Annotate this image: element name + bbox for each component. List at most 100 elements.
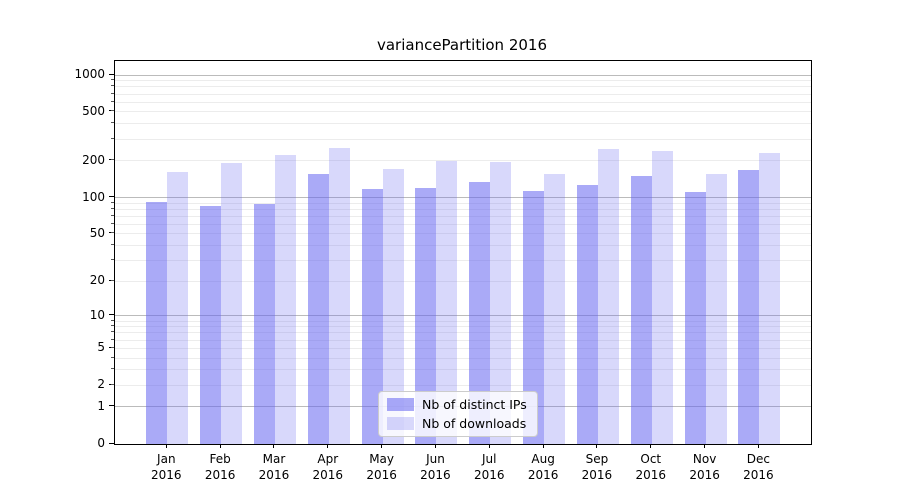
y-tick-label: 500: [82, 103, 105, 118]
y-minor-tick-mark: [111, 319, 114, 321]
x-tick-label: Aug 2016: [527, 452, 559, 482]
legend: Nb of distinct IPs Nb of downloads: [378, 391, 538, 437]
y-tick-label: 2: [97, 377, 105, 392]
gridline-major: [115, 74, 811, 76]
gridline-minor: [115, 123, 811, 125]
gridline-minor: [115, 320, 811, 322]
gridline-minor: [115, 332, 811, 334]
gridline-major: [115, 197, 811, 198]
y-tick-label: 5: [97, 340, 105, 355]
x-tick-label: Jan 2016: [151, 452, 182, 482]
x-tick-mark: [488, 444, 490, 448]
x-tick-mark: [542, 444, 544, 448]
y-minor-tick-mark: [111, 207, 114, 209]
gridline-minor: [115, 101, 811, 103]
gridline-minor: [115, 93, 811, 95]
y-minor-tick-mark: [111, 100, 114, 102]
x-tick-label: Oct 2016: [635, 452, 667, 482]
y-minor-tick-mark: [111, 110, 114, 112]
x-tick-label: Jul 2016: [473, 452, 505, 482]
bar-downloads-dec: [759, 153, 781, 444]
y-tick-mark: [109, 405, 114, 407]
gridline-minor: [115, 138, 811, 140]
y-tick-mark: [109, 314, 114, 316]
y-minor-tick-mark: [111, 79, 114, 81]
y-tick-label: 1: [97, 398, 105, 413]
legend-label-downloads: Nb of downloads: [422, 416, 527, 431]
x-tick-mark: [327, 444, 329, 448]
x-tick-mark: [596, 444, 598, 448]
y-minor-tick-mark: [111, 92, 114, 94]
y-minor-tick-mark: [111, 201, 114, 203]
legend-item-distinct-ips: Nb of distinct IPs: [387, 397, 527, 412]
x-tick-mark: [434, 444, 436, 448]
bar-downloads-oct: [651, 151, 673, 444]
y-minor-tick-mark: [111, 232, 114, 234]
gridline-minor: [115, 369, 811, 371]
y-tick-label: 50: [89, 225, 105, 240]
bar-distinct-ips-mar: [253, 204, 275, 444]
bar-distinct-ips-jun: [415, 187, 437, 444]
gridline-minor: [115, 202, 811, 204]
bar-distinct-ips-may: [361, 188, 383, 444]
bar-downloads-jun: [436, 160, 458, 444]
y-minor-tick-mark: [111, 214, 114, 216]
x-tick-label: Apr 2016: [312, 452, 344, 482]
gridline-minor: [115, 357, 811, 359]
bar-downloads-mar: [274, 155, 296, 444]
plot-area: [114, 60, 812, 445]
y-tick-label: 1000: [74, 67, 105, 81]
y-minor-tick-mark: [111, 244, 114, 246]
y-tick-label: 0: [97, 436, 105, 450]
y-minor-tick-mark: [111, 222, 114, 224]
x-tick-label: Nov 2016: [689, 452, 720, 482]
x-tick-mark: [650, 444, 652, 448]
bar-downloads-may: [382, 169, 404, 444]
gridline-minor: [115, 280, 811, 282]
x-tick-label: Mar 2016: [258, 452, 290, 482]
gridline-major: [115, 315, 811, 317]
bar-distinct-ips-sep: [576, 185, 598, 444]
x-tick-label: Feb 2016: [204, 452, 236, 482]
legend-swatch-distinct-ips-icon: [387, 398, 414, 411]
bar-downloads-aug: [544, 173, 566, 444]
x-tick-mark: [381, 444, 383, 448]
y-tick-label: 10: [89, 307, 105, 322]
y-minor-tick-mark: [111, 159, 114, 161]
bar-downloads-nov: [705, 173, 727, 444]
gridline-minor: [115, 233, 811, 235]
x-tick-mark: [757, 444, 759, 448]
bar-downloads-sep: [597, 148, 619, 444]
bar-downloads-feb: [221, 162, 243, 444]
y-minor-tick-mark: [111, 85, 114, 87]
gridline-minor: [115, 80, 811, 82]
gridline-minor: [115, 215, 811, 217]
legend-swatch-downloads-icon: [387, 417, 414, 430]
bar-downloads-apr: [328, 148, 350, 444]
y-minor-tick-mark: [111, 279, 114, 281]
y-minor-tick-mark: [111, 383, 114, 385]
y-tick-mark: [109, 442, 114, 444]
gridline-minor: [115, 339, 811, 341]
y-tick-label: 100: [82, 189, 105, 204]
y-minor-tick-mark: [111, 325, 114, 327]
x-tick-label: May 2016: [366, 452, 397, 482]
x-tick-label: Jun 2016: [420, 452, 451, 482]
y-minor-tick-mark: [111, 356, 114, 358]
y-tick-label: 20: [89, 273, 105, 288]
legend-label-distinct-ips: Nb of distinct IPs: [422, 397, 527, 412]
bar-downloads-jul: [490, 162, 512, 444]
y-minor-tick-mark: [111, 346, 114, 348]
bar-distinct-ips-jul: [469, 182, 491, 444]
y-minor-tick-mark: [111, 122, 114, 124]
x-tick-mark: [219, 444, 221, 448]
bar-downloads-jan: [167, 171, 189, 444]
gridline-minor: [115, 260, 811, 262]
x-tick-mark: [704, 444, 706, 448]
gridline-minor: [115, 223, 811, 225]
bar-distinct-ips-dec: [738, 170, 760, 444]
bar-distinct-ips-nov: [684, 192, 706, 444]
bar-distinct-ips-oct: [630, 175, 652, 444]
chart-title: variancePartition 2016: [376, 36, 548, 54]
